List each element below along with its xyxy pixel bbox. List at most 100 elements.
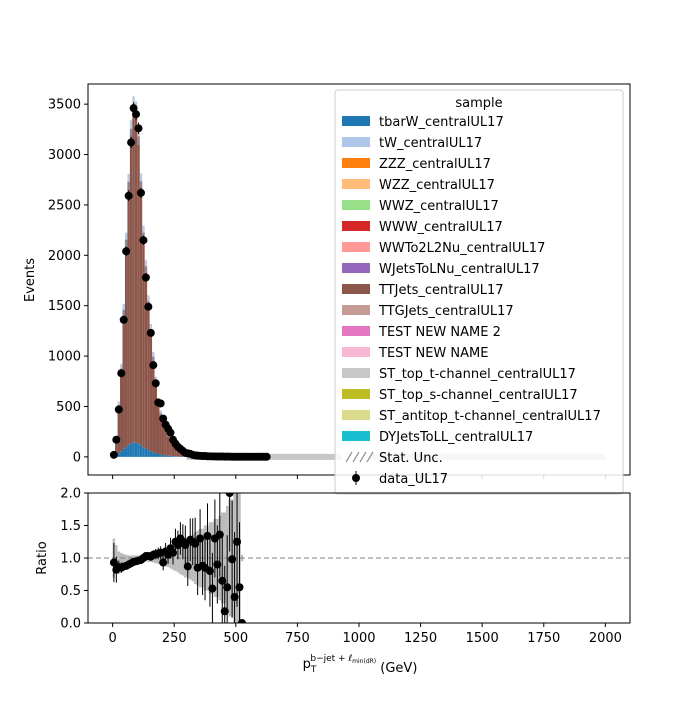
legend-label: tW_centralUL17: [379, 136, 482, 151]
ratio-point: [258, 0, 266, 4]
legend-label: tbarW_centralUL17: [379, 115, 504, 130]
legend: sample tbarW_centralUL17 tW_centralUL17 ZZ…: [335, 90, 623, 494]
data-point: [149, 361, 157, 369]
main-y-tick-label: 1500: [48, 299, 81, 314]
legend-swatch: [342, 284, 370, 294]
legend-swatch: [342, 137, 370, 147]
stack-bar-others: [152, 452, 154, 457]
legend-label: ST_antitop_t-channel_centralUL17: [379, 409, 601, 424]
stat-unc-band: [127, 174, 129, 190]
stack-bar-others: [150, 451, 152, 457]
data-point: [263, 453, 271, 461]
stat-unc-band: [140, 173, 142, 189]
legend-label: WJetsToLNu_centralUL17: [379, 262, 540, 277]
stack-bar-ttjets: [122, 310, 124, 449]
main-y-tick-label: 1000: [48, 350, 81, 365]
stack-bar-others: [145, 449, 147, 457]
legend-swatch: [342, 158, 370, 168]
stack-bar-ttjets: [135, 110, 137, 443]
legend-label: WWZ_centralUL17: [379, 199, 499, 214]
stack-bar-others: [157, 454, 159, 457]
ratio-y-tick-label: 0.0: [60, 617, 81, 632]
data-point: [142, 273, 150, 281]
legend-swatch: [342, 347, 370, 357]
ratio-x-tick-label: 0: [108, 631, 116, 646]
data-point: [127, 138, 135, 146]
data-point: [115, 405, 123, 413]
ratio-point: [248, 0, 256, 4]
stack-bar-others: [118, 453, 120, 457]
legend-label: ST_top_t-channel_centralUL17: [379, 367, 576, 382]
stat-unc-band: [152, 352, 154, 362]
legend-label: ZZZ_centralUL17: [379, 157, 491, 172]
legend-swatch: [342, 263, 370, 273]
legend-swatch: [342, 368, 370, 378]
legend-swatch: [342, 326, 370, 336]
ratio-x-tick-label: 1750: [527, 631, 560, 646]
stack-bar-ttjets: [137, 136, 139, 443]
stat-unc-band: [122, 304, 124, 316]
ratio-y-ticks: 0.00.51.01.52.0: [60, 487, 88, 632]
stack-bar-ttjets: [150, 329, 152, 451]
legend-swatch: [342, 305, 370, 315]
main-y-tick-label: 2500: [48, 198, 81, 213]
main-y-tick-label: 3500: [48, 98, 81, 113]
stack-bar-others: [162, 455, 164, 457]
data-point: [110, 451, 118, 459]
main-y-tick-label: 500: [56, 400, 81, 415]
ratio-point: [245, 0, 253, 4]
ratio-point: [240, 0, 248, 4]
legend-swatch: [342, 431, 370, 441]
stack-bar-ttjets: [155, 381, 157, 454]
legend-title: sample: [455, 96, 502, 111]
stack-bar-others: [177, 456, 179, 457]
x-axis-label: pTb−jet + ℓmin(dR) (GeV): [303, 654, 418, 676]
ratio-x-tick-label: 1250: [404, 631, 437, 646]
main-y-tick-label: 0: [73, 450, 81, 465]
data-point: [144, 303, 152, 311]
stack-bar-ttjets: [167, 435, 169, 456]
legend-swatch: [342, 179, 370, 189]
stack-bar-ttjets: [140, 181, 142, 445]
data-point: [120, 316, 128, 324]
stack-bar-others: [127, 445, 129, 457]
legend-swatch: [342, 116, 370, 126]
stack-bar-others: [174, 456, 176, 457]
x-axis-label-sub: T: [310, 665, 317, 675]
data-point: [139, 236, 147, 244]
legend-swatch: [342, 242, 370, 252]
ratio-point: [263, 0, 271, 4]
stat-unc-band: [145, 260, 147, 273]
ratio-x-tick-label: 1000: [342, 631, 375, 646]
stack-bar-ttjets: [125, 240, 127, 447]
stack-bar-others: [137, 444, 139, 457]
ratio-point: [184, 562, 192, 570]
data-point: [147, 329, 155, 337]
legend-label: DYJetsToLL_centralUL17: [379, 430, 533, 445]
stack-bar-others: [135, 443, 137, 457]
stack-bar-others: [147, 450, 149, 457]
stack-bar-ttjets: [145, 266, 147, 448]
ratio-y-axis-label: Ratio: [35, 541, 50, 574]
stat-unc-band: [125, 233, 127, 247]
legend-data-marker: [352, 474, 360, 482]
stack-bar-others: [132, 443, 134, 457]
data-point: [137, 189, 145, 197]
ratio-point: [253, 0, 261, 4]
legend-label: WWTo2L2Nu_centralUL17: [379, 241, 545, 256]
ratio-x-tick-label: 2000: [589, 631, 622, 646]
stack-bar-others: [167, 456, 169, 457]
ratio-y-tick-label: 2.0: [60, 487, 81, 502]
ratio-y-tick-label: 1.0: [60, 552, 81, 567]
stat-unc-band: [130, 120, 132, 137]
ratio-unc-band: [125, 555, 127, 562]
ratio-point: [236, 583, 244, 591]
legend-swatch: [342, 389, 370, 399]
ratio-x-tick-label: 250: [162, 631, 187, 646]
data-point: [125, 192, 133, 200]
stack-bar-ttjets: [130, 129, 132, 443]
data-point: [132, 110, 140, 118]
main-y-tick-label: 2000: [48, 249, 81, 264]
ratio-point: [250, 0, 258, 4]
